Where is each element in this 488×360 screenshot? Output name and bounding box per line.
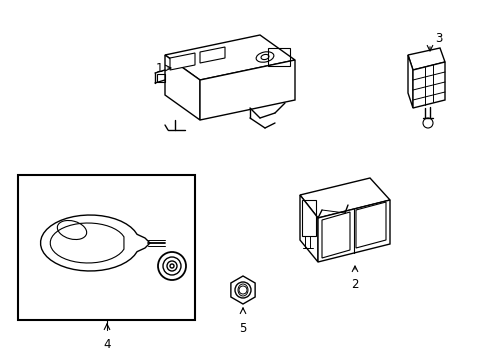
Polygon shape <box>164 35 294 80</box>
Polygon shape <box>200 47 224 63</box>
Polygon shape <box>355 202 385 248</box>
Polygon shape <box>407 48 444 70</box>
Polygon shape <box>200 60 294 120</box>
Bar <box>302 200 315 236</box>
Polygon shape <box>412 62 444 108</box>
Polygon shape <box>299 195 317 262</box>
Text: 2: 2 <box>350 278 358 291</box>
Polygon shape <box>41 215 150 271</box>
Polygon shape <box>170 53 195 70</box>
Polygon shape <box>407 55 412 108</box>
Polygon shape <box>321 212 349 258</box>
Polygon shape <box>164 55 200 120</box>
Bar <box>18 175 195 320</box>
Text: 1: 1 <box>155 62 163 75</box>
Polygon shape <box>317 200 389 262</box>
Bar <box>157 74 164 82</box>
Polygon shape <box>299 178 389 218</box>
Bar <box>267 48 289 66</box>
Text: 5: 5 <box>239 322 246 335</box>
Text: 4: 4 <box>103 338 110 351</box>
Text: 3: 3 <box>434 32 442 45</box>
Polygon shape <box>230 276 255 304</box>
Polygon shape <box>50 223 123 263</box>
